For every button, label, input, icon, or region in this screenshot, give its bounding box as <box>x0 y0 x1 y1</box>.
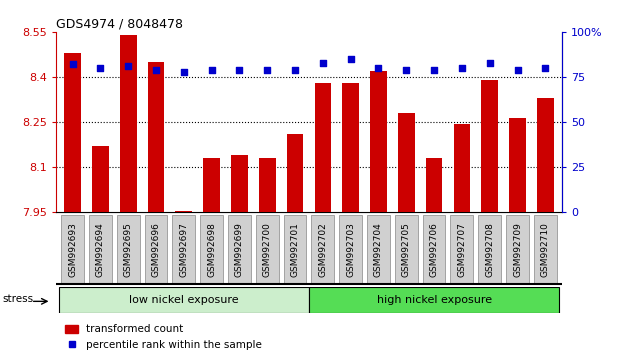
Text: GSM992703: GSM992703 <box>346 222 355 277</box>
FancyBboxPatch shape <box>312 215 334 284</box>
FancyBboxPatch shape <box>367 215 390 284</box>
Point <box>318 60 328 65</box>
Bar <box>259 158 276 212</box>
Text: GSM992701: GSM992701 <box>291 222 299 277</box>
FancyBboxPatch shape <box>506 215 529 284</box>
Point <box>457 65 467 71</box>
Bar <box>509 118 526 212</box>
FancyBboxPatch shape <box>228 215 251 284</box>
Text: GSM992699: GSM992699 <box>235 222 244 277</box>
Bar <box>309 287 560 313</box>
Text: GSM992708: GSM992708 <box>485 222 494 277</box>
Text: GSM992698: GSM992698 <box>207 222 216 277</box>
Text: GDS4974 / 8048478: GDS4974 / 8048478 <box>56 18 183 31</box>
Point <box>346 56 356 62</box>
Text: GSM992696: GSM992696 <box>152 222 160 277</box>
Text: GSM992700: GSM992700 <box>263 222 272 277</box>
Point <box>68 62 78 67</box>
Text: GSM992693: GSM992693 <box>68 222 77 277</box>
Text: GSM992709: GSM992709 <box>513 222 522 277</box>
Bar <box>481 80 498 212</box>
Legend: transformed count, percentile rank within the sample: transformed count, percentile rank withi… <box>61 320 266 354</box>
Point <box>123 63 133 69</box>
Bar <box>537 98 554 212</box>
Point <box>373 65 383 71</box>
Point <box>540 65 550 71</box>
FancyBboxPatch shape <box>534 215 556 284</box>
Point <box>151 67 161 73</box>
Text: GSM992705: GSM992705 <box>402 222 410 277</box>
FancyBboxPatch shape <box>339 215 362 284</box>
Text: GSM992707: GSM992707 <box>458 222 466 277</box>
Text: GSM992702: GSM992702 <box>319 222 327 277</box>
FancyBboxPatch shape <box>423 215 445 284</box>
Bar <box>92 146 109 212</box>
Text: stress: stress <box>3 294 34 304</box>
FancyBboxPatch shape <box>284 215 306 284</box>
Point <box>262 67 272 73</box>
Bar <box>120 35 137 212</box>
Text: GSM992694: GSM992694 <box>96 222 105 277</box>
Bar <box>176 211 192 212</box>
Bar <box>203 158 220 212</box>
Text: GSM992704: GSM992704 <box>374 222 383 277</box>
Text: GSM992706: GSM992706 <box>430 222 438 277</box>
Point <box>96 65 106 71</box>
Bar <box>453 124 470 212</box>
FancyBboxPatch shape <box>145 215 168 284</box>
Text: GSM992710: GSM992710 <box>541 222 550 277</box>
Bar <box>398 113 415 212</box>
Point <box>235 67 245 73</box>
Point <box>512 67 522 73</box>
FancyBboxPatch shape <box>61 215 84 284</box>
Bar <box>148 62 165 212</box>
Bar <box>314 83 331 212</box>
FancyBboxPatch shape <box>89 215 112 284</box>
FancyBboxPatch shape <box>450 215 473 284</box>
Bar <box>342 83 359 212</box>
Point <box>179 69 189 74</box>
Text: GSM992695: GSM992695 <box>124 222 133 277</box>
Bar <box>64 53 81 212</box>
Text: low nickel exposure: low nickel exposure <box>129 295 238 305</box>
Bar <box>370 71 387 212</box>
Text: high nickel exposure: high nickel exposure <box>376 295 492 305</box>
Point <box>485 60 495 65</box>
FancyBboxPatch shape <box>117 215 140 284</box>
FancyBboxPatch shape <box>395 215 418 284</box>
Point <box>290 67 300 73</box>
FancyBboxPatch shape <box>173 215 195 284</box>
FancyBboxPatch shape <box>256 215 279 284</box>
Bar <box>287 134 304 212</box>
FancyBboxPatch shape <box>200 215 223 284</box>
Bar <box>58 287 309 313</box>
Point <box>429 67 439 73</box>
Text: GSM992697: GSM992697 <box>179 222 188 277</box>
FancyBboxPatch shape <box>478 215 501 284</box>
Bar <box>231 155 248 212</box>
Point <box>401 67 411 73</box>
Bar <box>426 158 442 212</box>
Point <box>207 67 217 73</box>
